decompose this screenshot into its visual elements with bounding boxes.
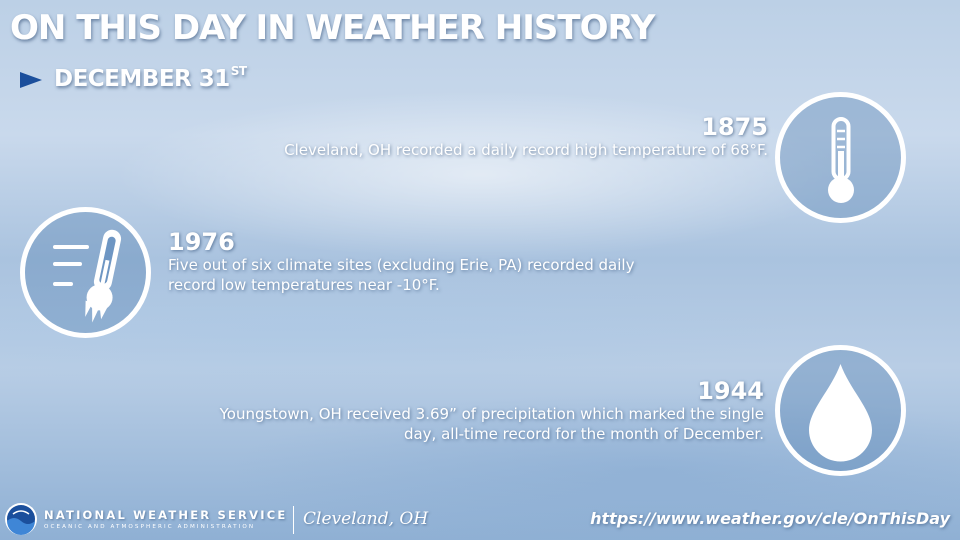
date-label: DECEMBER 31ST	[54, 64, 247, 92]
event-year: 1944	[697, 377, 764, 405]
nws-org-subtitle: OCEANIC AND ATMOSPHERIC ADMINISTRATION	[44, 524, 256, 530]
event-year: 1976	[168, 228, 235, 256]
noaa-logo-icon	[5, 503, 37, 535]
event-description-line: Youngstown, OH received 3.69” of precipi…	[219, 405, 764, 423]
event-description: Five out of six climate sites (excluding…	[168, 255, 634, 295]
event-description-line: day, all-time record for the month of De…	[403, 425, 764, 443]
event-description: Youngstown, OH received 3.69” of precipi…	[220, 404, 764, 444]
thermometer-icon	[775, 92, 906, 223]
date-main: DECEMBER 31	[54, 66, 230, 92]
event-1875: 1875 Cleveland, OH recorded a daily reco…	[284, 114, 768, 160]
event-1976: 1976 Five out of six climate sites (excl…	[168, 229, 634, 295]
triangle-bullet-icon	[20, 72, 42, 88]
event-description-line: record low temperatures near -10°F.	[168, 276, 440, 294]
footer-divider	[293, 506, 294, 534]
office-name: Cleveland, OH	[303, 509, 429, 529]
event-description: Cleveland, OH recorded a daily record hi…	[284, 140, 768, 160]
frozen-thermometer-icon	[20, 207, 151, 338]
event-year: 1875	[701, 113, 768, 141]
page-title: ON THIS DAY IN WEATHER HISTORY	[10, 8, 655, 48]
raindrop-icon	[775, 345, 906, 476]
nws-org-name: NATIONAL WEATHER SERVICE	[44, 508, 288, 522]
date-suffix: ST	[230, 64, 247, 78]
event-1944: 1944 Youngstown, OH received 3.69” of pr…	[220, 378, 764, 444]
on-this-day-url[interactable]: https://www.weather.gov/cle/OnThisDay	[590, 509, 950, 528]
date-heading: DECEMBER 31ST	[20, 64, 247, 92]
event-description-line: Cleveland, OH recorded a daily record hi…	[284, 141, 768, 159]
event-description-line: Five out of six climate sites (excluding…	[168, 256, 635, 274]
